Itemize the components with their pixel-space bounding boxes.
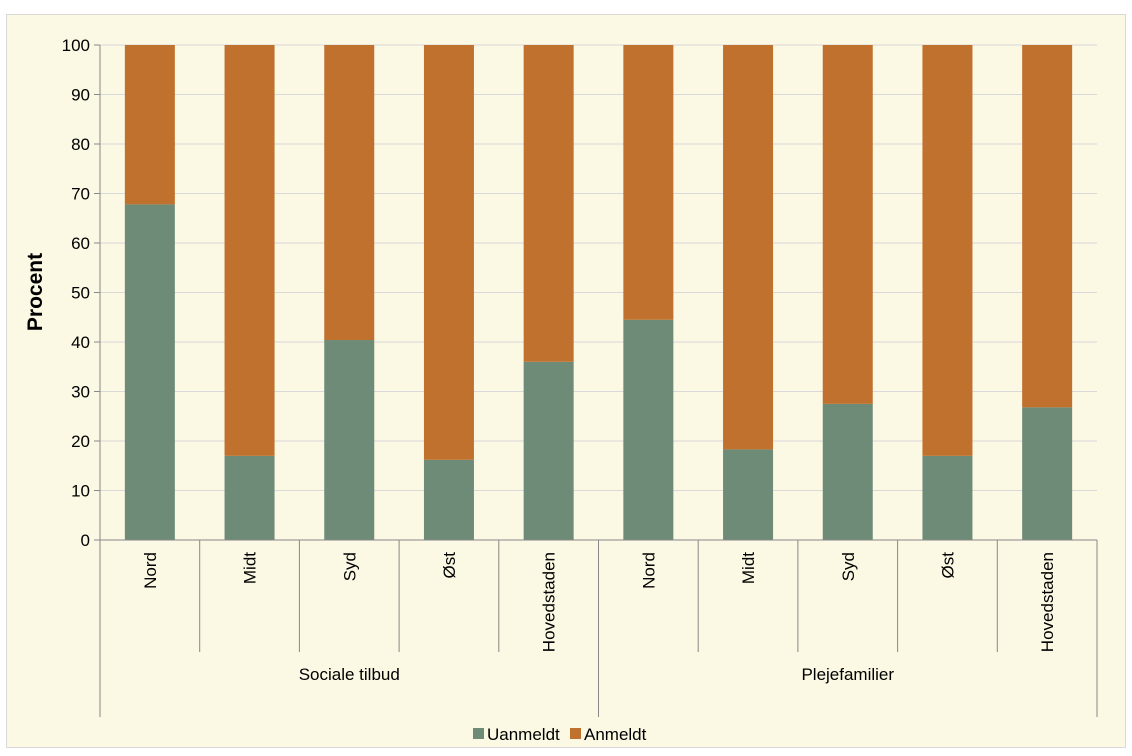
y-tick-label: 100 [62, 36, 90, 55]
y-tick-label: 90 [71, 86, 90, 105]
group-label: Plejefamilier [801, 665, 894, 684]
bar-uanmeldt-sociale-tilbud-hovedstaden [523, 361, 574, 540]
legend-label-uanmeldt: Uanmeldt [487, 725, 560, 744]
bar-uanmeldt-sociale-tilbud-midt [224, 455, 275, 540]
bar-anmeldt-sociale-tilbud-øst [423, 45, 474, 460]
group-label: Sociale tilbud [299, 665, 400, 684]
bar-uanmeldt-plejefamilier-nord [623, 319, 674, 540]
x-category-label: Nord [639, 552, 658, 589]
y-tick-label: 0 [81, 531, 90, 550]
x-category-label: Hovedstaden [540, 552, 559, 652]
y-tick-label: 10 [71, 482, 90, 501]
bar-uanmeldt-sociale-tilbud-nord [124, 204, 175, 540]
bar-uanmeldt-plejefamilier-øst [922, 455, 973, 540]
y-tick-label: 80 [71, 135, 90, 154]
axes: 0 10 20 30 40 50 60 70 80 90 100 Nord Midt Syd Øst Hove… [62, 36, 1098, 717]
x-category-label: Nord [141, 552, 160, 589]
x-category-label: Syd [340, 552, 359, 581]
y-tick-label: 20 [71, 432, 90, 451]
x-category-label: Hovedstaden [1038, 552, 1057, 652]
bar-anmeldt-sociale-tilbud-hovedstaden [523, 45, 574, 362]
bar-anmeldt-plejefamilier-øst [922, 45, 973, 456]
y-tick-label: 70 [71, 185, 90, 204]
y-tick-label: 50 [71, 284, 90, 303]
legend-label-anmeldt: Anmeldt [584, 725, 647, 744]
bar-anmeldt-sociale-tilbud-nord [124, 45, 175, 205]
legend: Uanmeldt Anmeldt [473, 725, 647, 744]
bar-anmeldt-sociale-tilbud-midt [224, 45, 275, 456]
x-category-label: Øst [938, 552, 957, 579]
bar-anmeldt-sociale-tilbud-syd [324, 45, 375, 341]
legend-swatch-uanmeldt [473, 728, 484, 739]
bar-anmeldt-plejefamilier-hovedstaden [1022, 45, 1073, 408]
y-tick-label: 60 [71, 234, 90, 253]
x-category-label: Midt [241, 552, 260, 584]
y-axis-label: Procent [24, 253, 47, 331]
y-tick-label: 40 [71, 333, 90, 352]
x-category-label: Øst [440, 552, 459, 579]
bar-uanmeldt-plejefamilier-hovedstaden [1022, 407, 1073, 540]
bar-uanmeldt-sociale-tilbud-syd [324, 340, 375, 540]
bar-uanmeldt-plejefamilier-syd [822, 403, 873, 540]
bar-anmeldt-plejefamilier-nord [623, 45, 674, 320]
y-tick-label: 30 [71, 383, 90, 402]
bar-uanmeldt-sociale-tilbud-øst [423, 459, 474, 540]
legend-swatch-anmeldt [570, 728, 581, 739]
bar-anmeldt-plejefamilier-syd [822, 45, 873, 404]
bar-uanmeldt-plejefamilier-midt [723, 449, 774, 540]
x-category-label: Midt [739, 552, 758, 584]
x-category-label: Syd [839, 552, 858, 581]
bar-anmeldt-plejefamilier-midt [723, 45, 774, 450]
bars [124, 45, 1073, 540]
